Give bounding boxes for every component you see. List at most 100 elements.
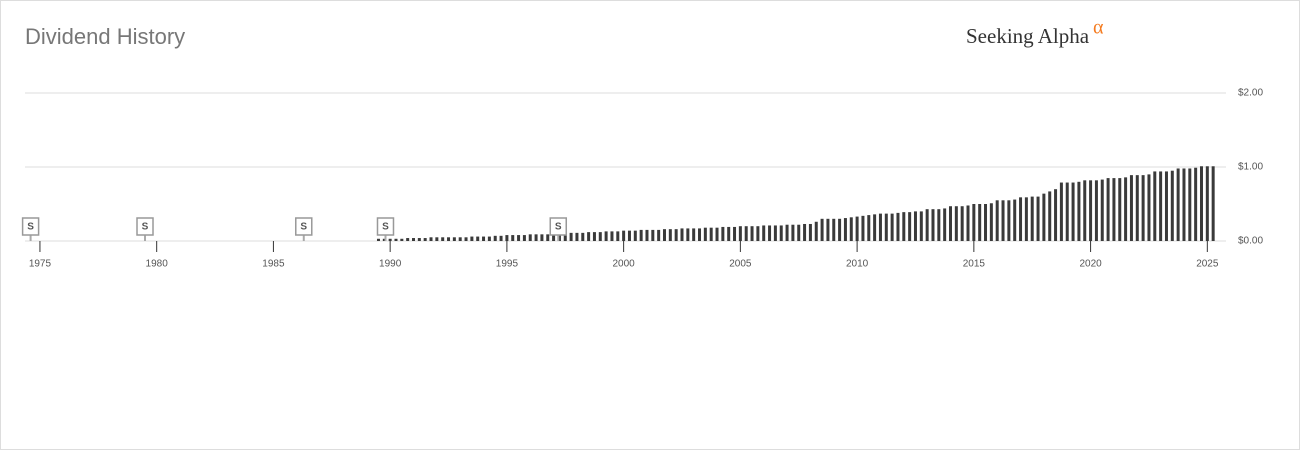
bar bbox=[1194, 167, 1198, 241]
x-tick-label: 2005 bbox=[729, 259, 752, 270]
bar bbox=[838, 218, 842, 241]
bar bbox=[1059, 182, 1063, 241]
bar bbox=[639, 229, 643, 241]
bar bbox=[733, 226, 737, 241]
bar bbox=[873, 214, 877, 241]
bar bbox=[441, 237, 445, 241]
bar bbox=[435, 237, 439, 241]
bar bbox=[388, 238, 392, 241]
bar bbox=[534, 234, 538, 241]
bar bbox=[592, 232, 596, 241]
bar bbox=[1118, 178, 1122, 241]
bar bbox=[522, 235, 526, 241]
x-tick-label: 1980 bbox=[146, 259, 169, 270]
bar bbox=[1007, 200, 1011, 241]
split-box bbox=[376, 217, 395, 236]
bar bbox=[528, 234, 532, 241]
bar bbox=[417, 238, 421, 241]
bar bbox=[1188, 168, 1192, 241]
bar bbox=[978, 204, 982, 241]
x-tick-label: 2025 bbox=[1196, 259, 1219, 270]
bar bbox=[1001, 200, 1005, 241]
bar bbox=[376, 238, 380, 241]
bar bbox=[1019, 197, 1023, 241]
bar bbox=[1077, 181, 1081, 241]
bar bbox=[633, 230, 637, 241]
bar bbox=[709, 227, 713, 241]
bar bbox=[750, 226, 754, 241]
x-tick-label: 2015 bbox=[963, 259, 986, 270]
bar bbox=[616, 231, 620, 241]
bar bbox=[843, 218, 847, 241]
bar bbox=[1170, 170, 1174, 241]
bar bbox=[1141, 175, 1145, 241]
bar bbox=[476, 236, 480, 241]
bar bbox=[429, 237, 433, 241]
bar bbox=[703, 227, 707, 241]
bar bbox=[791, 224, 795, 241]
bar bbox=[493, 235, 497, 241]
bar bbox=[919, 211, 923, 241]
bar bbox=[995, 200, 999, 241]
bar bbox=[715, 227, 719, 241]
bar bbox=[960, 206, 964, 241]
x-tick-label: 2020 bbox=[1079, 259, 1102, 270]
bar bbox=[680, 228, 684, 241]
bar bbox=[464, 237, 468, 241]
bar bbox=[1036, 196, 1040, 241]
bar bbox=[657, 229, 661, 241]
bar bbox=[1100, 179, 1104, 241]
bar bbox=[569, 232, 573, 241]
bar bbox=[581, 232, 585, 241]
bar bbox=[756, 226, 760, 241]
bar bbox=[604, 231, 608, 241]
x-tick-label: 2010 bbox=[846, 259, 869, 270]
bar bbox=[1176, 168, 1180, 241]
bar bbox=[1030, 196, 1034, 241]
bar bbox=[563, 233, 567, 241]
bar bbox=[1106, 178, 1110, 241]
bar bbox=[394, 238, 398, 241]
bar bbox=[668, 229, 672, 241]
bar bbox=[1129, 175, 1133, 241]
bar bbox=[645, 229, 649, 241]
bar bbox=[557, 233, 561, 241]
bar bbox=[447, 237, 451, 241]
bar bbox=[849, 217, 853, 241]
bar bbox=[575, 232, 579, 241]
bar bbox=[627, 230, 631, 241]
bar bbox=[1013, 199, 1017, 241]
bar bbox=[517, 235, 521, 241]
bar bbox=[423, 238, 427, 241]
bar bbox=[1147, 174, 1151, 241]
bar bbox=[943, 208, 947, 241]
bar bbox=[1153, 171, 1157, 241]
bar bbox=[1164, 171, 1168, 241]
x-tick-label: 2000 bbox=[613, 259, 636, 270]
x-tick-label: 1995 bbox=[496, 259, 519, 270]
bar bbox=[738, 226, 742, 241]
bar bbox=[1199, 166, 1203, 241]
bar bbox=[1112, 178, 1116, 241]
x-tick-label: 1990 bbox=[379, 259, 402, 270]
bar bbox=[861, 215, 865, 241]
bar bbox=[826, 218, 830, 241]
bar bbox=[820, 218, 824, 241]
bar bbox=[412, 238, 416, 241]
split-label: S bbox=[142, 222, 149, 233]
bar bbox=[546, 234, 550, 241]
bar bbox=[698, 228, 702, 241]
bar bbox=[931, 209, 935, 241]
bar bbox=[744, 226, 748, 241]
bar bbox=[382, 238, 386, 241]
bar bbox=[1159, 171, 1163, 241]
x-tick-label: 1975 bbox=[29, 259, 52, 270]
y-tick-label: $2.00 bbox=[1238, 88, 1263, 99]
bar bbox=[984, 204, 988, 241]
brand: Seeking Alpha bbox=[966, 24, 1090, 48]
bar bbox=[814, 221, 818, 241]
bar bbox=[674, 229, 678, 241]
bar bbox=[1054, 189, 1058, 241]
split-label: S bbox=[382, 222, 389, 233]
